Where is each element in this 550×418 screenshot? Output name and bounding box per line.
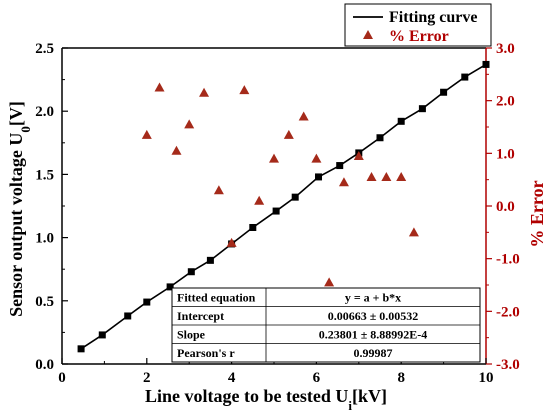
x-tick-label: 10	[479, 370, 494, 386]
x-tick-label: 0	[58, 370, 66, 386]
error-point-triangle	[199, 87, 210, 97]
y-tick-label: 2.5	[35, 41, 54, 57]
fit-stats-label: Pearson's r	[177, 346, 235, 360]
x-tick-label: 4	[228, 370, 236, 386]
fit-stats-value: 0.00663 ± 0.00532	[328, 309, 419, 323]
data-point-square	[166, 283, 174, 291]
data-point-square	[206, 256, 214, 264]
fit-stats-label: Slope	[177, 328, 206, 342]
error-point-triangle	[396, 172, 407, 182]
y2-tick-label: 3.0	[496, 41, 515, 57]
y-tick-label: 1.0	[35, 231, 54, 247]
data-point-square	[249, 223, 257, 231]
y2-axis-title: % Error	[527, 180, 547, 247]
y-tick-label: 1.5	[35, 167, 54, 183]
x-axis-title: Line voltage to be tested Ui[kV]	[145, 386, 387, 413]
y2-tick-label: 0.0	[496, 199, 515, 215]
error-point-triangle	[311, 153, 322, 163]
error-point-triangle	[366, 172, 377, 182]
data-point-square	[397, 117, 405, 125]
x-tick-label: 6	[313, 370, 321, 386]
error-point-triangle	[226, 237, 237, 247]
y2-tick-label: -3.0	[496, 357, 520, 373]
data-point-square	[418, 105, 426, 113]
error-point-triangle	[171, 145, 182, 155]
fit-stats-label: Intercept	[177, 309, 224, 323]
error-point-triangle	[338, 177, 349, 187]
y-tick-label: 2.0	[35, 104, 54, 120]
data-point-square	[98, 331, 106, 339]
data-point-square	[376, 134, 384, 142]
error-point-triangle	[269, 153, 279, 163]
y2-tick-label: -1.0	[496, 252, 520, 268]
data-point-square	[461, 73, 469, 81]
fit-stats-value: 0.23801 ± 8.88992E-4	[319, 328, 428, 342]
data-point-square	[272, 207, 280, 215]
data-point-square	[440, 88, 448, 96]
y2-tick-label: 1.0	[496, 146, 515, 162]
x-tick-label: 8	[397, 370, 405, 386]
error-point-triangle	[154, 82, 165, 92]
legend-error-swatch	[363, 30, 373, 39]
error-point-triangle	[254, 195, 265, 205]
y2-tick-label: 2.0	[496, 94, 515, 110]
error-point-triangle	[184, 119, 195, 129]
x-tick-label: 2	[143, 370, 151, 386]
data-point-square	[77, 345, 85, 353]
legend-fit-label: Fitting curve	[389, 9, 477, 26]
error-point-triangle	[239, 85, 250, 95]
error-point-triangle	[283, 129, 294, 139]
error-point-triangle	[408, 227, 419, 237]
data-point-square	[143, 298, 151, 306]
y-tick-label: 0.5	[35, 294, 54, 310]
error-point-triangle	[213, 185, 224, 195]
fit-stats-label: Fitted equation	[177, 291, 256, 305]
error-point-triangle	[353, 150, 364, 160]
y2-tick-label: -2.0	[496, 304, 520, 320]
error-point-triangle	[298, 111, 309, 121]
data-point-square	[336, 162, 344, 170]
y-axis-title: Sensor output voltage U0[V]	[6, 101, 33, 317]
data-point-square	[291, 193, 299, 201]
error-point-triangle	[381, 172, 392, 182]
fit-stats-value: 0.99987	[354, 346, 393, 360]
data-point-square	[187, 268, 195, 276]
fitting-curve-line	[80, 63, 487, 350]
error-point-triangle	[141, 129, 152, 139]
data-point-square	[482, 60, 490, 68]
error-point-triangle	[324, 277, 335, 287]
legend-error-label: % Error	[389, 28, 449, 45]
fit-stats-value: y = a + b*x	[345, 291, 401, 305]
data-point-square	[124, 312, 132, 320]
data-point-square	[315, 173, 323, 181]
y-tick-label: 0.0	[35, 357, 54, 373]
